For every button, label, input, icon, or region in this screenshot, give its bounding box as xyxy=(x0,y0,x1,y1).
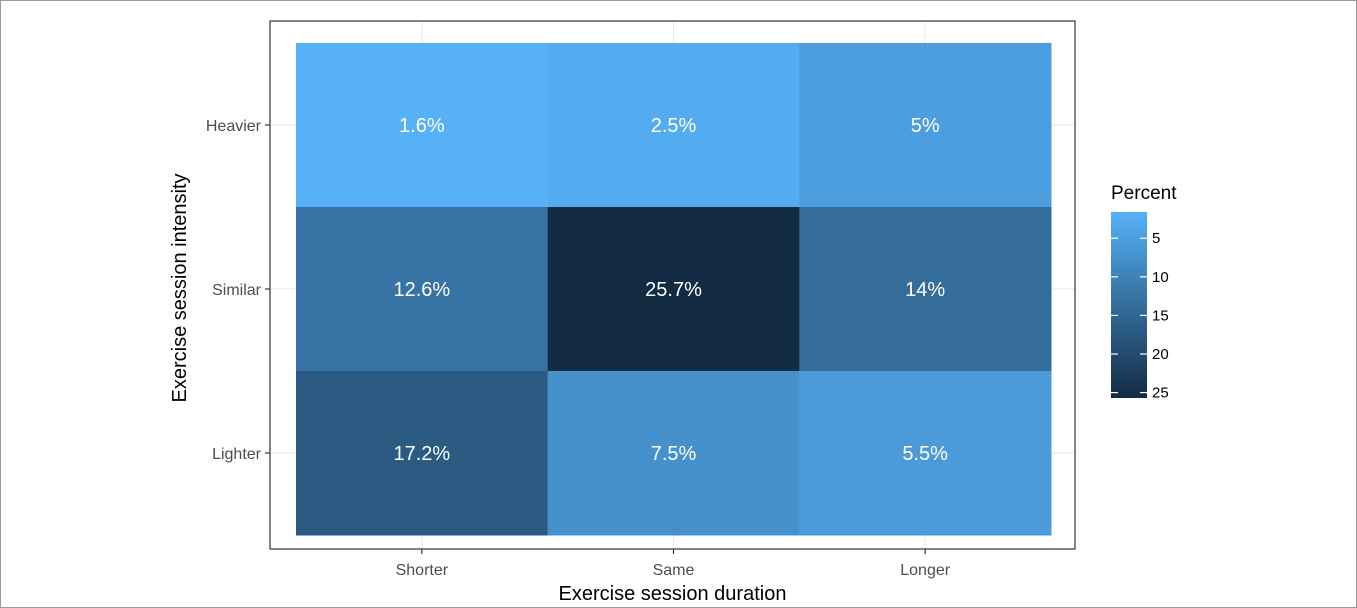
cell-value-label: 12.6% xyxy=(393,279,450,301)
heatmap-cell xyxy=(799,207,1052,372)
heatmap-cell xyxy=(296,207,549,372)
x-tick-label: Shorter xyxy=(396,562,449,579)
legend: Percent 5 10 15 20 25 xyxy=(1111,183,1177,402)
heatmap-cell xyxy=(547,371,800,536)
x-axis-title: Exercise session duration xyxy=(559,583,787,605)
y-axis-ticks: Heavier Similar Lighter xyxy=(206,118,270,463)
x-tick-label: Longer xyxy=(900,562,950,579)
y-tick-label: Lighter xyxy=(212,446,262,463)
legend-tick-label: 25 xyxy=(1152,385,1169,402)
legend-tick-label: 20 xyxy=(1152,346,1169,363)
heatmap-cell xyxy=(547,207,800,372)
cell-value-label: 25.7% xyxy=(645,279,702,301)
cell-labels: 1.6% 2.5% 5% 12.6% 25.7% 14% 17.2% 7.5% 5.5% xyxy=(393,115,948,465)
legend-tick-label: 10 xyxy=(1152,269,1169,286)
cell-value-label: 1.6% xyxy=(399,115,445,137)
heatmap-cell xyxy=(547,43,800,208)
heatmap-cells xyxy=(296,43,1052,536)
legend-title: Percent xyxy=(1111,183,1177,204)
cell-value-label: 2.5% xyxy=(651,115,697,137)
legend-ticks: 5 10 15 20 25 xyxy=(1111,230,1169,402)
y-tick-label: Similar xyxy=(212,282,262,299)
heatmap-cell xyxy=(799,43,1052,208)
cell-value-label: 7.5% xyxy=(651,443,697,465)
cell-value-label: 17.2% xyxy=(393,443,450,465)
cell-value-label: 5.5% xyxy=(902,443,948,465)
x-tick-label: Same xyxy=(653,562,695,579)
heatmap-cell xyxy=(296,371,549,536)
legend-tick-label: 5 xyxy=(1152,230,1160,247)
panel-border xyxy=(269,20,1076,550)
cell-value-label: 14% xyxy=(905,279,945,301)
legend-colorbar xyxy=(1111,212,1147,398)
x-axis-ticks: Shorter Same Longer xyxy=(396,549,951,579)
y-axis-title: Exercise session intensity xyxy=(169,174,191,403)
heatmap-cell xyxy=(296,43,549,208)
cell-value-label: 5% xyxy=(911,115,940,137)
legend-tick-label: 15 xyxy=(1152,307,1169,324)
y-tick-label: Heavier xyxy=(206,118,262,135)
heatmap-cell xyxy=(799,371,1052,536)
